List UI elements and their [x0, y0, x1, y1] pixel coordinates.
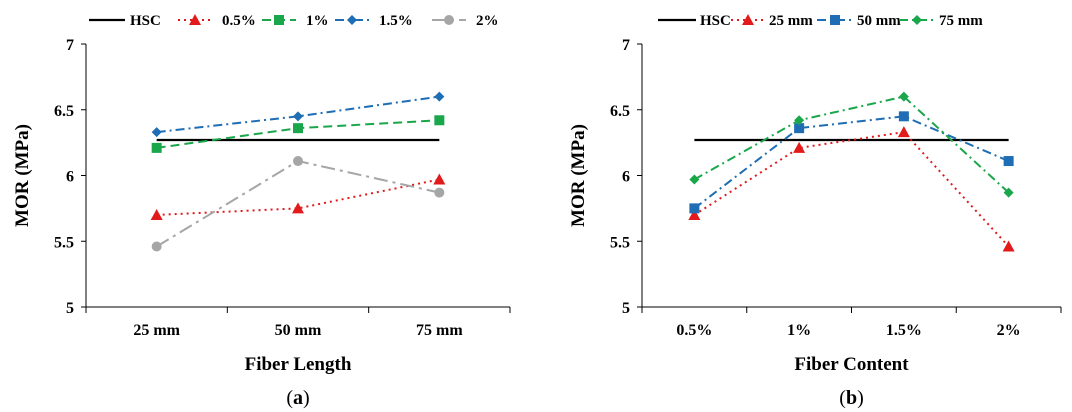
- y-tick-label: 5.5: [54, 234, 74, 251]
- data-point: [897, 126, 910, 138]
- series-25-mm: [688, 126, 1015, 252]
- legend-label: 50 mm: [857, 13, 901, 29]
- series-1-5-: [151, 91, 445, 138]
- data-point: [292, 202, 304, 214]
- legend-item: 1%: [262, 13, 329, 29]
- series-line: [693, 131, 1010, 248]
- legend-label: 1%: [306, 13, 329, 29]
- legend-marker: [830, 15, 840, 25]
- data-point: [293, 111, 303, 122]
- series-50-mm: [689, 111, 1014, 214]
- data-point: [434, 187, 445, 198]
- x-tick-label: 25 mm: [133, 322, 180, 339]
- data-point: [433, 173, 446, 185]
- y-tick-label: 6.5: [54, 103, 74, 120]
- data-point: [689, 203, 700, 214]
- y-axis-title: MOR (MPa): [568, 124, 589, 227]
- legend-label: 1.5%: [379, 13, 413, 29]
- x-tick-label: 75 mm: [416, 322, 463, 339]
- legend-label: 2%: [476, 13, 499, 29]
- data-point: [1003, 156, 1014, 167]
- y-tick-label: 5: [622, 300, 630, 317]
- legend-item: 0.5%: [178, 13, 256, 29]
- legend-label: HSC: [700, 13, 731, 29]
- legend-label: 0.5%: [222, 13, 256, 29]
- legend-marker: [274, 15, 284, 25]
- data-point: [151, 142, 162, 153]
- data-point: [794, 115, 805, 126]
- x-tick-label: 1.5%: [886, 322, 922, 339]
- data-point: [688, 208, 701, 220]
- legend-item: HSC: [89, 13, 161, 29]
- legend-marker: [189, 14, 201, 25]
- legend-item: 50 mm: [817, 13, 901, 29]
- data-point: [1002, 240, 1015, 252]
- y-tick-label: 5: [66, 300, 74, 317]
- legend-item: 75 mm: [899, 13, 983, 29]
- data-point: [794, 123, 805, 134]
- y-tick-label: 7: [622, 37, 630, 54]
- y-tick-label: 6: [66, 169, 74, 186]
- legend-marker: [347, 15, 357, 25]
- legend-item: HSC: [658, 13, 731, 29]
- data-point: [434, 115, 445, 126]
- data-point: [151, 241, 162, 252]
- legend-marker: [444, 15, 454, 25]
- x-tick-label: 2%: [997, 322, 1021, 339]
- series-line: [693, 115, 1010, 210]
- y-axis-title: MOR (MPa): [12, 124, 33, 227]
- panel-caption: (a): [286, 387, 309, 409]
- legend-label: 75 mm: [939, 13, 983, 29]
- legend-item: 2%: [432, 13, 499, 29]
- chart-panel-a: 5 5.5 6 6.5 7 25 mm 50 mm 75 mm Fiber Length MOR …: [12, 13, 511, 409]
- chart-panel-b: 5 5.5 6 6.5 7 0.5% 1% 1.5% 2% Fiber Content MOR (M…: [568, 13, 1062, 409]
- x-axis-title: Fiber Length: [245, 354, 352, 375]
- series-1-: [151, 115, 445, 153]
- data-point: [689, 174, 700, 185]
- series-0-5-: [150, 173, 446, 220]
- y-tick-label: 6.5: [610, 103, 630, 120]
- series-line: [693, 95, 1010, 194]
- legend-marker: [742, 14, 754, 25]
- series-2-: [151, 156, 445, 252]
- legend-marker: [912, 15, 922, 25]
- data-point: [150, 208, 163, 220]
- legend-item: 25 mm: [731, 13, 813, 29]
- data-point: [898, 91, 909, 102]
- x-tick-label: 1%: [787, 322, 811, 339]
- panel-caption: (b): [839, 387, 863, 409]
- data-point: [793, 141, 806, 153]
- y-tick-label: 5.5: [610, 234, 630, 251]
- legend-label: 25 mm: [769, 13, 813, 29]
- data-point: [151, 127, 162, 138]
- x-tick-label: 0.5%: [676, 322, 712, 339]
- y-tick-label: 7: [66, 37, 74, 54]
- y-tick-label: 6: [622, 169, 630, 186]
- data-point: [898, 111, 909, 122]
- legend-label: HSC: [130, 13, 161, 29]
- data-point: [293, 123, 303, 134]
- series-75-mm: [689, 91, 1014, 198]
- data-point: [293, 156, 303, 167]
- x-axis-title: Fiber Content: [794, 354, 909, 375]
- legend-item: 1.5%: [335, 13, 413, 29]
- data-point: [1003, 187, 1014, 198]
- x-tick-label: 50 mm: [275, 322, 322, 339]
- data-point: [434, 91, 445, 102]
